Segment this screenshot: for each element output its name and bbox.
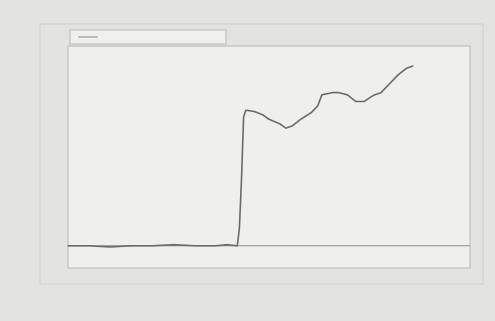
series-points: [67, 65, 414, 248]
series-point: [88, 245, 90, 247]
plot-area: [67, 45, 471, 269]
series-point: [194, 245, 196, 247]
series-point: [215, 245, 217, 247]
series-point: [370, 96, 372, 98]
series-point: [236, 245, 238, 247]
series-point: [374, 94, 376, 96]
series-point: [300, 118, 302, 120]
series-point: [338, 92, 340, 94]
series-point: [317, 105, 319, 107]
series-point: [397, 74, 399, 76]
series-point: [226, 244, 228, 246]
chart-outer-frame: [39, 23, 484, 285]
series-point: [363, 100, 365, 103]
series-point: [285, 127, 287, 129]
series-point: [291, 125, 293, 127]
series-point: [346, 94, 348, 96]
series-point: [268, 118, 270, 120]
legend-box: [69, 29, 227, 45]
legend: [69, 29, 227, 45]
series-point: [262, 114, 264, 116]
series-point: [331, 92, 334, 94]
series-point: [240, 178, 243, 180]
series-point: [380, 92, 382, 94]
series-point: [355, 100, 357, 103]
series-point: [67, 245, 69, 247]
series-point: [412, 65, 414, 67]
series-point: [321, 94, 323, 96]
series-point: [238, 227, 240, 229]
series-point: [130, 245, 133, 247]
series-point: [253, 110, 255, 113]
series-point: [245, 109, 247, 111]
series-point: [279, 123, 281, 125]
series-point: [389, 83, 391, 85]
series-point: [405, 67, 408, 69]
series-point: [109, 246, 111, 248]
series-point: [243, 116, 245, 118]
series-point: [173, 244, 175, 246]
series-point: [247, 109, 249, 111]
series-point: [152, 245, 154, 247]
series-point: [310, 112, 312, 114]
